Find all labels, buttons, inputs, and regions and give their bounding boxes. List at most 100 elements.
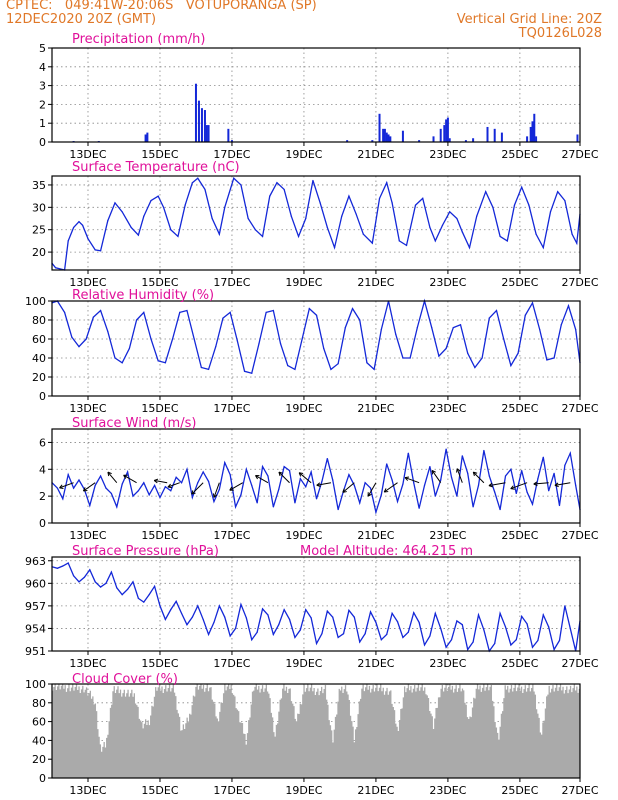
pressure-data-point bbox=[413, 612, 415, 614]
humidity-data-point bbox=[402, 357, 404, 359]
y-tick-label: 2 bbox=[39, 490, 46, 503]
humidity-data-point bbox=[215, 346, 217, 348]
temperature-series-line bbox=[51, 177, 581, 271]
temperature-data-point bbox=[157, 195, 159, 197]
wind-data-point bbox=[159, 496, 161, 499]
wind-arrow bbox=[167, 482, 180, 489]
precip-bar bbox=[382, 128, 385, 142]
precip-bar bbox=[346, 140, 349, 142]
humidity-data-point bbox=[323, 347, 325, 350]
precip-bar bbox=[448, 138, 451, 142]
temperature-data-point bbox=[521, 186, 523, 188]
humidity-data-point bbox=[560, 324, 562, 326]
pressure-data-point bbox=[105, 582, 107, 584]
wind-data-point bbox=[521, 470, 523, 472]
temperature-data-point bbox=[204, 188, 206, 191]
pressure-frame bbox=[51, 556, 581, 652]
pressure-data-point bbox=[256, 631, 258, 633]
temperature-data-point bbox=[150, 200, 152, 202]
wind-arrow bbox=[431, 469, 442, 484]
wind-data-point bbox=[380, 494, 382, 496]
y-tick-label: 5 bbox=[39, 42, 46, 55]
pressure-data-point bbox=[267, 614, 269, 616]
pressure-data-point bbox=[526, 623, 528, 625]
humidity-data-point bbox=[380, 328, 382, 331]
pressure-data-point bbox=[353, 616, 355, 618]
wind-data-point bbox=[121, 483, 123, 485]
wind-data-point bbox=[251, 484, 253, 486]
precip-bar bbox=[535, 136, 538, 142]
precip-bar bbox=[227, 128, 230, 142]
wind-data-point bbox=[423, 484, 426, 486]
x-tick-label: 13DEC bbox=[69, 529, 106, 542]
x-tick-label: 19DEC bbox=[285, 276, 322, 289]
x-tick-label: 25DEC bbox=[501, 148, 538, 161]
temperature-data-point bbox=[191, 182, 193, 184]
humidity-data-point bbox=[308, 308, 310, 310]
x-tick-label: 27DEC bbox=[561, 784, 598, 797]
y-tick-label: 0 bbox=[39, 390, 46, 403]
humidity-data-point bbox=[243, 370, 246, 372]
wind-data-point bbox=[558, 504, 561, 507]
temperature-data-point bbox=[528, 204, 530, 206]
wind-data-point bbox=[72, 487, 75, 489]
humidity-data-point bbox=[503, 338, 505, 340]
pressure-data-point bbox=[278, 624, 280, 626]
x-tick-label: 21DEC bbox=[357, 657, 394, 670]
wind-data-point bbox=[353, 484, 355, 486]
pressure-data-point bbox=[386, 633, 388, 636]
humidity-data-point bbox=[92, 316, 94, 318]
pressure-data-point bbox=[375, 621, 377, 624]
pressure-data-point bbox=[450, 639, 453, 641]
precip-bar bbox=[194, 83, 197, 142]
pressure-title: Surface Pressure (hPa) bbox=[72, 544, 219, 559]
wind-arrow bbox=[82, 482, 96, 492]
precip-bar bbox=[446, 117, 449, 142]
wind-data-point bbox=[332, 479, 334, 481]
wind-data-point bbox=[207, 480, 210, 482]
pressure-data-point bbox=[56, 567, 58, 569]
pressure-data-point bbox=[402, 636, 404, 639]
wind-data-point bbox=[132, 495, 134, 497]
pressure-data-point bbox=[137, 597, 139, 599]
pressure-data-point bbox=[542, 614, 544, 616]
x-tick-label: 19DEC bbox=[285, 148, 322, 161]
temperature-data-point bbox=[355, 213, 357, 215]
temperature-data-point bbox=[449, 211, 451, 213]
wind-arrow bbox=[456, 468, 463, 483]
wind-data-point bbox=[315, 498, 318, 500]
wind-data-point bbox=[234, 506, 237, 508]
pressure-data-point bbox=[332, 616, 334, 618]
wind-data-point bbox=[396, 500, 399, 503]
pressure-data-point bbox=[116, 587, 118, 589]
humidity-data-point bbox=[459, 324, 462, 326]
humidity-data-point bbox=[474, 366, 476, 369]
x-tick-label: 25DEC bbox=[501, 529, 538, 542]
pressure-panel: 951 954 957 960 963 13DEC 15DEC 17DEC 19DEC 21DEC… bbox=[25, 544, 599, 670]
pressure-data-point bbox=[132, 581, 134, 583]
pressure-data-point bbox=[510, 644, 512, 646]
wind-data-point bbox=[467, 472, 469, 474]
precip-bar bbox=[207, 125, 210, 142]
humidity-data-point bbox=[330, 368, 332, 370]
temperature-data-point bbox=[371, 242, 373, 244]
wind-data-point bbox=[186, 468, 188, 470]
precip-bar bbox=[203, 110, 206, 142]
x-tick-label: 17DEC bbox=[213, 276, 250, 289]
wind-data-point bbox=[288, 470, 291, 472]
wind-data-point bbox=[531, 503, 534, 505]
x-tick-label: 13DEC bbox=[69, 784, 106, 797]
wind-data-point bbox=[137, 490, 139, 492]
x-tick-label: 15DEC bbox=[141, 148, 178, 161]
pressure-data-point bbox=[326, 610, 328, 612]
wind-data-point bbox=[553, 472, 555, 474]
pressure-data-point bbox=[110, 571, 112, 573]
pressure-data-point bbox=[283, 609, 285, 611]
pressure-data-point bbox=[407, 631, 409, 633]
temperature-data-point bbox=[247, 217, 249, 220]
header-model-id: TQ0126L028 bbox=[518, 26, 602, 41]
wind-data-point bbox=[488, 475, 490, 477]
humidity-data-point bbox=[438, 355, 440, 357]
pressure-data-point bbox=[288, 618, 291, 621]
humidity-data-point bbox=[157, 360, 159, 362]
